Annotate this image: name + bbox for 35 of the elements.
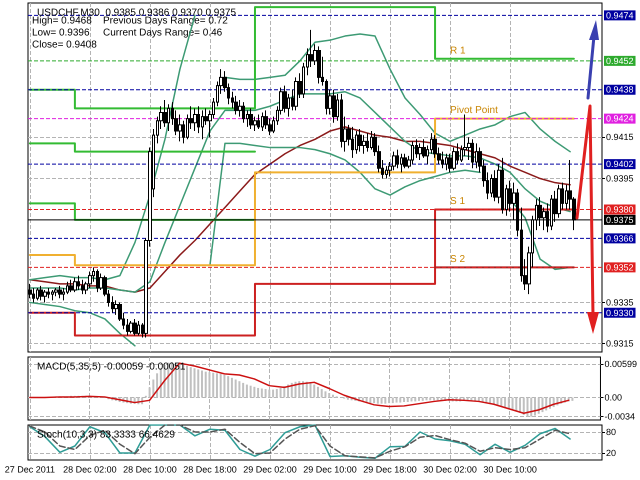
annotation: S 2 [450,254,466,265]
ref-line-label: 0.9352 [606,262,634,272]
ref-line-label: 0.9380 [606,204,634,215]
ref-line-label: 0.9402 [606,159,634,170]
y-tick-label: 20 [606,448,616,458]
ref-line-label: 0.9330 [606,308,634,318]
x-tick-label: 28 Dec 02:00 [63,464,117,474]
annotation: R 1 [450,45,466,56]
annotation: Pivot Point [450,105,498,116]
y-tick-label: 0.9395 [606,174,634,184]
y-tick-label: 0.9335 [606,297,634,308]
y-tick-label: 0.9315 [606,338,634,349]
annotation: High= 0.9468 [32,16,92,26]
annotation: Close= 0.9408 [32,40,98,50]
y-tick-label: 0.00599 [604,358,638,369]
ref-line-label: 0.9438 [606,84,634,95]
x-tick-label: 28 Dec 18:00 [183,464,237,474]
x-tick-label: 27 Dec 2011 [4,464,56,474]
ref-line-label: 0.9375 [606,214,634,225]
y-tick-label: -0.0034 [604,412,635,422]
x-tick-label: 29 Dec 18:00 [363,464,417,474]
y-tick-label: 80 [606,427,616,437]
ref-line-label: 0.9452 [606,56,634,66]
x-tick-label: 29 Dec 10:00 [303,464,357,474]
annotation: Low= 0.9396 [32,28,90,38]
y-tick-label: 0.00 [604,392,622,402]
x-tick-label: 29 Dec 02:00 [243,464,297,474]
y-tick-label: 0.9415 [606,132,634,142]
ref-line-label: 0.9424 [606,114,634,124]
x-tick-label: 28 Dec 10:00 [123,464,177,474]
annotation: S 1 [450,196,466,208]
ref-line-label: 0.9474 [606,10,634,20]
ref-line-label: 0.9366 [606,233,634,244]
x-tick-label: 30 Dec 02:00 [423,464,477,474]
x-tick-label: 30 Dec 10:00 [483,464,537,474]
